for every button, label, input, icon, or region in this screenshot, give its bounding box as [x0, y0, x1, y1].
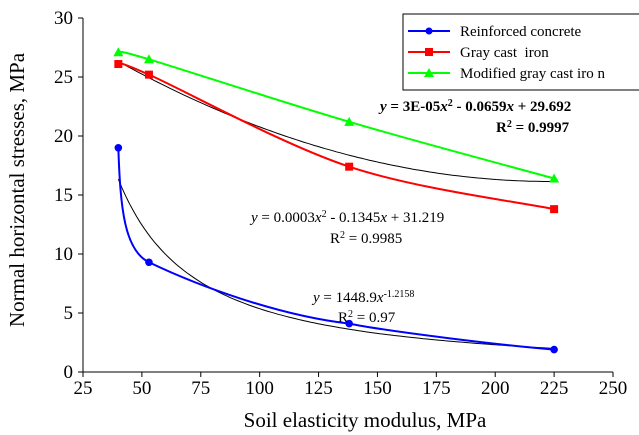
r-squared-label: R2 = 0.97 [338, 309, 396, 327]
x-tick-label: 25 [74, 378, 93, 399]
equation-part: - 0.0659 [453, 99, 507, 115]
data-point [113, 47, 124, 57]
equation-part: 2 [448, 98, 453, 109]
equation-part: 2 [340, 230, 345, 241]
equation-part: x [505, 99, 514, 115]
equation-part: = 1448.9 [320, 290, 377, 306]
equation-part: = 0.9997 [512, 120, 570, 136]
equation-part: 2 [507, 119, 512, 130]
y-tick-label: 5 [64, 303, 74, 324]
equation-part: + 29.692 [514, 99, 571, 115]
series-line [118, 62, 555, 211]
trendline [118, 60, 555, 182]
legend-label: Modified gray cast iro n [460, 66, 605, 82]
y-tick-label: 20 [54, 126, 73, 147]
trendline [117, 179, 555, 349]
equation-part: y [378, 99, 387, 115]
y-tick-label: 30 [54, 8, 73, 29]
x-tick-label: 75 [191, 378, 210, 399]
x-tick-label: 100 [245, 378, 274, 399]
data-point [114, 144, 123, 152]
data-point [143, 54, 154, 64]
x-tick-label: 175 [422, 378, 451, 399]
data-point [549, 173, 560, 183]
series-line [117, 147, 555, 351]
r-squared-label: R2 = 0.9997 [496, 119, 570, 137]
legend-marker [424, 68, 434, 77]
x-tick-label: 125 [304, 378, 333, 399]
equation-part: y [249, 210, 258, 226]
x-tick-label: 50 [132, 378, 151, 399]
legend-marker [425, 27, 433, 35]
equation-part: 2 [322, 209, 327, 220]
data-point [144, 70, 153, 79]
plot-area: 25 50 75 100 125 150 175 200 225 250 0 5 10 15 20 25 30 R… [54, 8, 639, 399]
legend-label: Gray cast iron [460, 45, 549, 61]
equation-part: = 0.0003 [258, 210, 315, 226]
equation-part: = 0.9985 [345, 231, 402, 247]
y-tick-label: 25 [54, 67, 73, 88]
y-tick-label: 10 [54, 244, 73, 265]
equation-part: + 31.219 [387, 210, 444, 226]
equation-part: x [439, 99, 448, 115]
series-line [118, 50, 555, 180]
equation-part: -1.2158 [384, 289, 415, 300]
trendline-equation: y = 1448.9x-1.2158 [311, 289, 414, 307]
y-axis-title: Normal horizontal stresses, MPa [5, 52, 29, 327]
data-point [550, 345, 558, 354]
equation-part: x [314, 210, 322, 226]
legend: Reinforced concrete Gray cast iron Modifie… [402, 13, 639, 91]
legend-marker [425, 48, 433, 56]
equation-part: x [379, 210, 387, 226]
equation-part: R [330, 231, 340, 247]
trendline-equation: y = 0.0003x2 - 0.1345x + 31.219 [249, 209, 444, 227]
data-point [345, 162, 354, 171]
x-axis-title: Soil elasticity modulus, MPa [244, 408, 487, 432]
trendline-equation: y = 3E-05x2 - 0.0659x + 29.692 [378, 98, 571, 116]
x-tick-label: 250 [599, 378, 628, 399]
data-point [550, 205, 559, 214]
x-tick-label: 150 [363, 378, 392, 399]
equation-part: = 3E-05 [387, 99, 441, 115]
data-point [145, 258, 153, 267]
legend-label: Reinforced concrete [460, 24, 582, 40]
equation-part: 2 [348, 309, 353, 320]
equation-part: - 0.1345 [327, 210, 381, 226]
data-point [345, 319, 353, 328]
equation-part: x [376, 290, 384, 306]
x-tick-label: 200 [481, 378, 510, 399]
data-point [114, 60, 123, 69]
equation-part: y [311, 290, 320, 306]
y-tick-label: 0 [64, 362, 74, 383]
y-tick-label: 15 [54, 185, 73, 206]
data-point [344, 116, 355, 126]
equation-part: = 0.97 [353, 310, 396, 326]
x-tick-label: 225 [540, 378, 569, 399]
equation-part: R [338, 310, 348, 326]
equation-part: R [496, 120, 507, 136]
r-squared-label: R2 = 0.9985 [330, 230, 402, 248]
